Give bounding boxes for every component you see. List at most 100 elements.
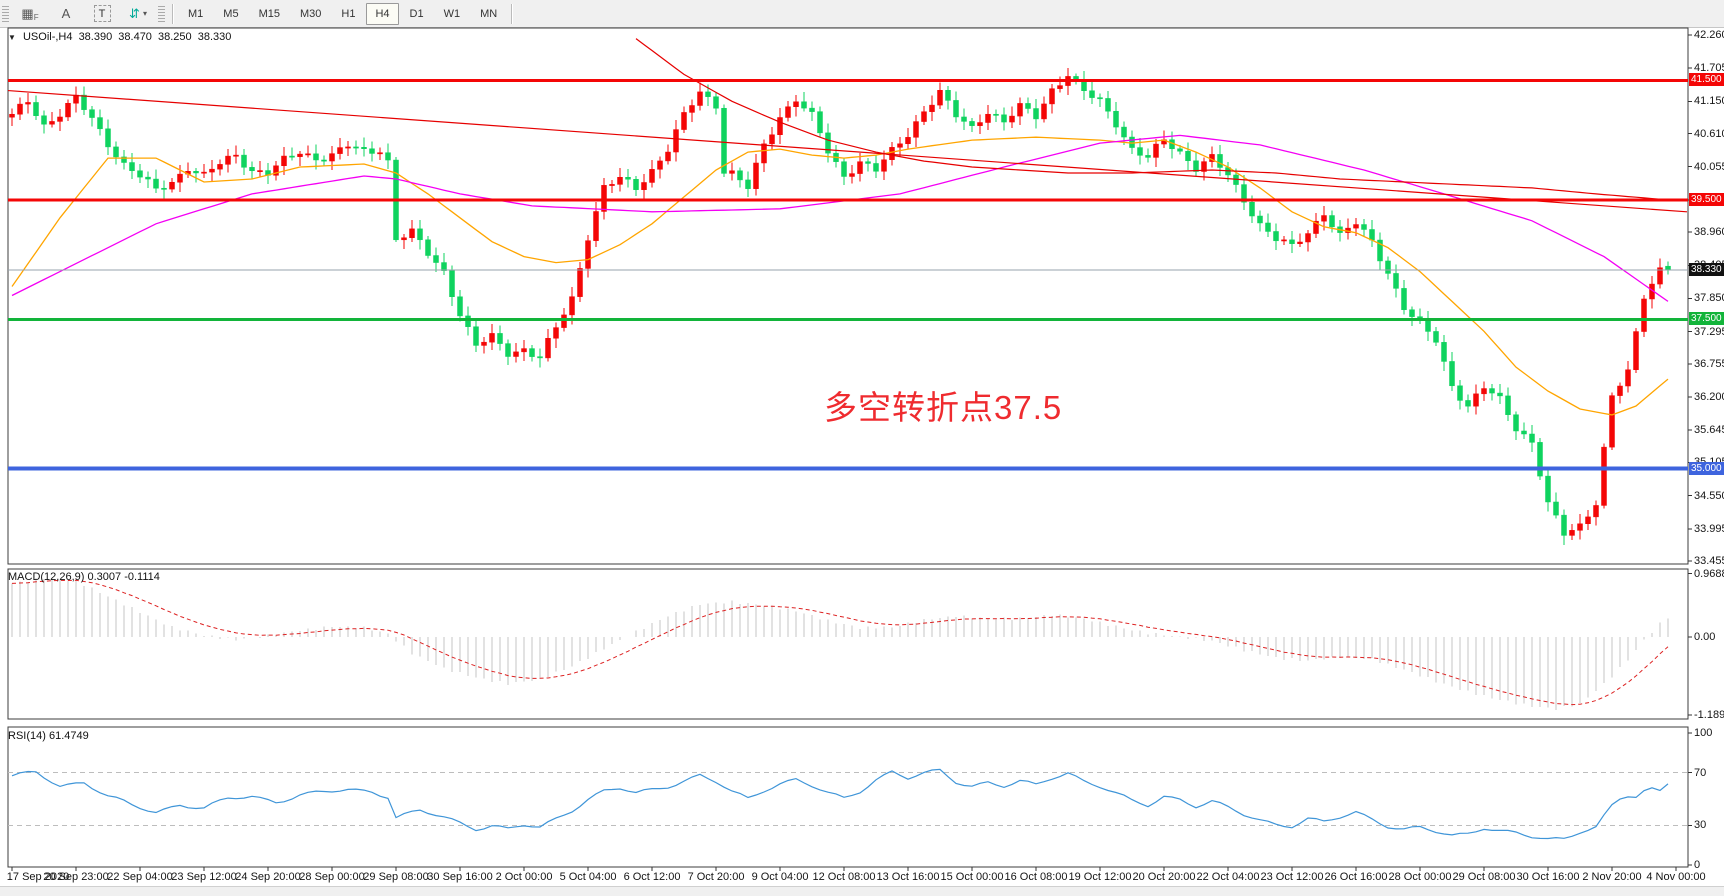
toolbar-grip[interactable] <box>2 3 9 24</box>
descending-trendline[interactable] <box>7 89 1688 213</box>
pane-splitter-macd-rsi[interactable] <box>0 720 1724 724</box>
profile-grid-icon[interactable]: ▦ F <box>13 2 47 25</box>
candle-body <box>1585 516 1591 525</box>
candle-body <box>1561 514 1567 536</box>
candle-body <box>1465 400 1471 407</box>
timeframe-button-m5[interactable]: M5 <box>223 7 239 20</box>
chart-text-annotation[interactable]: 多空转折点37.5 <box>824 389 1063 426</box>
candle-body <box>1153 143 1159 158</box>
timeframe-button-d1[interactable]: D1 <box>409 7 424 20</box>
timeframe-button-m30[interactable]: M30 <box>299 7 322 20</box>
candle-body <box>713 96 719 109</box>
candle-body <box>161 187 167 190</box>
candle-body <box>817 111 823 134</box>
candle-body <box>321 159 327 162</box>
candle-body <box>1657 267 1663 285</box>
moving-average-line[interactable] <box>11 134 1669 302</box>
candle-body <box>873 163 879 172</box>
candle-body <box>1041 103 1047 120</box>
toolbar-separator <box>172 3 174 24</box>
price-tag-35.000: 35.000 <box>1689 461 1724 475</box>
candle-body <box>449 270 455 297</box>
candle-body <box>33 102 39 116</box>
pane-splitter-main-macd[interactable] <box>0 565 1724 569</box>
price-tick-label: 41.150 <box>1694 95 1724 108</box>
candle-body <box>617 177 623 185</box>
candle-body <box>257 170 263 172</box>
candle-body <box>73 94 79 104</box>
macd-signal-line <box>11 579 1669 706</box>
candle-body <box>433 255 439 263</box>
candle-body <box>1297 241 1303 244</box>
timeframe-button-m1[interactable]: M1 <box>188 7 204 20</box>
candle-body <box>65 102 71 118</box>
candle-body <box>641 182 647 190</box>
timeframe-button-m15[interactable]: M15 <box>258 7 280 20</box>
candle-body <box>889 147 895 160</box>
cycle-arrows-button[interactable]: ⇵ ▾ <box>121 2 155 25</box>
candle-body <box>1185 150 1191 162</box>
candle-body <box>809 107 815 112</box>
moving-average-line[interactable] <box>635 38 1669 201</box>
candle-body <box>841 161 847 177</box>
candle-body <box>369 148 375 154</box>
candle-body <box>305 153 311 156</box>
candle-body <box>937 90 943 106</box>
price-tick-label: 41.705 <box>1694 62 1724 75</box>
candle-body <box>9 113 15 118</box>
candle-body <box>857 161 863 174</box>
candle-body <box>785 106 791 118</box>
timeframe-button-h1[interactable]: H1 <box>341 7 356 20</box>
candle-body <box>361 147 367 149</box>
price-tick-label: 40.610 <box>1694 127 1724 140</box>
candle-body <box>1137 147 1143 156</box>
price-tick-label: 33.455 <box>1694 555 1724 567</box>
date-label: 7 Oct 20:00 <box>687 871 745 883</box>
price-tag-37.500: 37.500 <box>1689 312 1724 326</box>
date-label: 22 Oct 04:00 <box>1196 871 1260 883</box>
candle-body <box>1089 90 1095 98</box>
candle-body <box>545 338 551 359</box>
candle-body <box>81 94 87 110</box>
candle-body <box>769 134 775 145</box>
macd-value: 0.3007 <box>87 571 122 583</box>
timeframe-button-w1[interactable]: W1 <box>443 7 461 20</box>
candle-body <box>1609 395 1615 448</box>
date-label: 23 Sep 12:00 <box>171 871 237 883</box>
candle-body <box>1425 320 1431 332</box>
candle-body <box>49 121 55 125</box>
candle-body <box>57 116 63 122</box>
candle-body <box>1505 395 1511 415</box>
price-tick-label: 35.645 <box>1694 424 1724 437</box>
toolbar-grip[interactable] <box>158 3 165 24</box>
candle-body <box>721 107 727 174</box>
candle-body <box>1217 154 1223 168</box>
candle-body <box>577 268 583 297</box>
date-label: 20 Oct 20:00 <box>1132 871 1196 883</box>
macd-indicator-label: MACD(12,26,9) 0.3007 -0.1114 <box>8 571 160 583</box>
candle-body <box>273 165 279 176</box>
date-label: 13 Oct 16:00 <box>876 871 940 883</box>
timeframe-button-mn[interactable]: MN <box>480 7 498 20</box>
moving-average-line[interactable] <box>11 136 1669 416</box>
date-label: 5 Oct 04:00 <box>559 871 617 883</box>
date-label: 2 Nov 20:00 <box>1582 871 1642 883</box>
timeframe-button-h4[interactable]: H4 <box>366 2 399 25</box>
candle-body <box>537 356 543 359</box>
date-label: 15 Oct 00:00 <box>940 871 1004 883</box>
grid-glyph: ▦ <box>21 5 34 21</box>
candle-body <box>513 351 519 357</box>
arrow-label-tool-button[interactable]: A <box>49 2 83 25</box>
expand-triangle-icon[interactable]: ▼ <box>8 33 16 42</box>
candle-body <box>969 121 975 126</box>
text-tool-button[interactable]: T <box>85 2 119 25</box>
candle-body <box>505 343 511 357</box>
candle-body <box>609 184 615 186</box>
candle-body <box>753 162 759 189</box>
candle-body <box>1273 231 1279 242</box>
candle-body <box>89 109 95 118</box>
candle-body <box>465 315 471 327</box>
candle-body <box>137 170 143 178</box>
date-label: 30 Oct 16:00 <box>1516 871 1580 883</box>
